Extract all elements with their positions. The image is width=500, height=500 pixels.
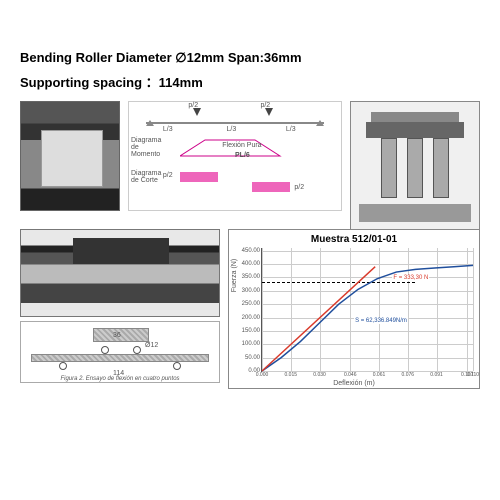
chart-ylabel: Fuerza (N) xyxy=(231,259,238,292)
title-line-1: Bending Roller Diameter ∅12mm Span:36mm xyxy=(20,50,480,66)
fixture-photo-side xyxy=(20,229,220,317)
bending-moment-diagram: p/2 p/2 L/3 L/3 L/3 Diagrama de Momento … xyxy=(128,101,342,211)
figure-row-1: p/2 p/2 L/3 L/3 L/3 Diagrama de Momento … xyxy=(20,101,480,221)
fixture-schematic xyxy=(350,101,480,231)
four-point-bend-diagram: 36 Ø12 114 Figura 2. Ensayo de flexión e… xyxy=(20,321,220,383)
title-line-2: Supporting spacing ：114mm xyxy=(20,72,480,91)
chart-xlabel: Deflexión (m) xyxy=(229,380,479,387)
diagram-caption: Figura 2. Ensayo de flexión en cuatro pu… xyxy=(21,376,219,382)
fixture-photo-top xyxy=(20,101,120,211)
moment-diagram-label: Diagrama de Momento xyxy=(131,137,163,158)
chart-title: Muestra 512/01-01 xyxy=(233,234,475,245)
figure-row-2: 36 Ø12 114 Figura 2. Ensayo de flexión e… xyxy=(20,229,480,389)
force-deflection-chart: Muestra 512/01-01 Fuerza (N) Deflexión (… xyxy=(228,229,480,389)
shear-diagram-label: Diagrama de Corte xyxy=(131,170,163,184)
